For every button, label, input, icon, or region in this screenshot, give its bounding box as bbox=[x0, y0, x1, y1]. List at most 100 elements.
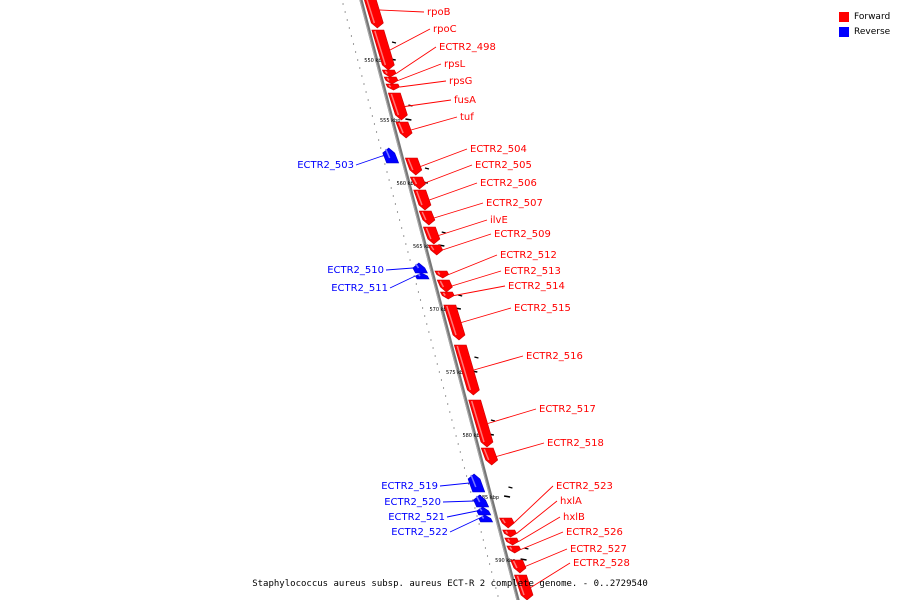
scale-dot bbox=[470, 491, 472, 493]
tick-mark bbox=[503, 495, 511, 498]
gene-ECTR2_522[interactable]: ECTR2_522 bbox=[391, 514, 494, 538]
gene-connector bbox=[513, 485, 554, 524]
gene-arrow bbox=[476, 506, 492, 516]
gene-connector bbox=[525, 548, 568, 567]
gene-connector bbox=[404, 99, 452, 107]
gene-highlight bbox=[439, 280, 445, 288]
scale-dot bbox=[445, 395, 447, 397]
scale-dot bbox=[434, 355, 436, 357]
gene-highlight bbox=[475, 495, 481, 503]
gene-highlight bbox=[512, 560, 518, 569]
gene-connector bbox=[420, 148, 468, 167]
gene-label: ECTR2_511 bbox=[331, 283, 388, 294]
gene-ECTR2_520[interactable]: ECTR2_520 bbox=[384, 494, 490, 508]
tick-label: 590 kbp bbox=[495, 558, 515, 564]
gene-ECTR2_527[interactable]: ECTR2_527 bbox=[510, 544, 627, 574]
gene-rpoB[interactable]: rpoB bbox=[362, 0, 451, 29]
gene-highlight bbox=[446, 305, 457, 336]
tick-label: 555 kbp bbox=[380, 118, 400, 124]
scale-dot bbox=[432, 347, 434, 349]
gene-connector bbox=[448, 254, 498, 275]
scale-dot bbox=[424, 315, 426, 317]
gene-ECTR2_517[interactable]: ECTR2_517 bbox=[468, 399, 596, 448]
gene-ECTR2_521[interactable]: ECTR2_521 bbox=[388, 506, 492, 523]
gene-connector bbox=[429, 182, 478, 201]
gene-ECTR2_504[interactable]: ECTR2_504 bbox=[404, 144, 527, 176]
gene-connector bbox=[389, 275, 416, 289]
gene-highlight bbox=[470, 400, 485, 443]
gene-ECTR2_512[interactable]: ECTR2_512 bbox=[434, 250, 557, 279]
gene-connector bbox=[487, 408, 537, 424]
gene-ECTR2_516[interactable]: ECTR2_516 bbox=[453, 344, 583, 396]
gene-fusA[interactable]: fusA bbox=[387, 92, 476, 121]
gene-arrow bbox=[502, 529, 517, 538]
gene-connector bbox=[399, 80, 447, 88]
scale-dot bbox=[461, 459, 463, 461]
scale-dot bbox=[468, 483, 470, 485]
gene-ECTR2_526[interactable]: ECTR2_526 bbox=[506, 527, 623, 554]
gene-connector bbox=[442, 233, 492, 251]
gene-arrow bbox=[383, 76, 399, 85]
gene-connector bbox=[424, 164, 473, 184]
minor-tick bbox=[508, 486, 513, 489]
gene-rpoC[interactable]: rpoC bbox=[371, 24, 457, 71]
gene-hxlB[interactable]: hxlB bbox=[504, 512, 585, 546]
gene-connector bbox=[442, 500, 475, 503]
gene-ECTR2_523[interactable]: ECTR2_523 bbox=[499, 481, 613, 529]
scale-dot bbox=[403, 235, 405, 237]
gene-label: ECTR2_516 bbox=[526, 351, 583, 362]
gene-highlight bbox=[507, 538, 511, 542]
gene-arrow bbox=[382, 147, 400, 164]
tick-label: 565 kbp bbox=[413, 244, 433, 250]
gene-connector bbox=[438, 219, 488, 236]
gene-rpsL[interactable]: rpsL bbox=[383, 59, 466, 85]
legend: Forward Reverse bbox=[839, 9, 890, 39]
gene-ECTR2_519[interactable]: ECTR2_519 bbox=[381, 473, 486, 493]
gene-highlight bbox=[481, 515, 485, 519]
scale-dot bbox=[352, 43, 355, 45]
gene-connector bbox=[397, 63, 442, 81]
gene-arrow bbox=[415, 272, 430, 280]
gene-ECTR2_503[interactable]: ECTR2_503 bbox=[297, 147, 400, 171]
gene-ECTR2_510[interactable]: ECTR2_510 bbox=[327, 262, 428, 276]
gene-label: tuf bbox=[460, 112, 474, 123]
gene-arrow bbox=[434, 270, 450, 279]
gene-connector bbox=[433, 202, 484, 219]
gene-arrow bbox=[385, 83, 400, 91]
gene-ECTR2_507[interactable]: ECTR2_507 bbox=[418, 198, 543, 226]
gene-ECTR2_514[interactable]: ECTR2_514 bbox=[439, 281, 565, 300]
gene-ECTR2_509[interactable]: ECTR2_509 bbox=[427, 229, 551, 256]
tick-label: 570 kbp bbox=[429, 307, 449, 313]
gene-highlight bbox=[398, 122, 404, 134]
scale-dot bbox=[478, 523, 480, 525]
gene-ECTR2_511[interactable]: ECTR2_511 bbox=[331, 272, 430, 294]
gene-highlight bbox=[437, 271, 441, 275]
legend-reverse: Reverse bbox=[839, 24, 890, 39]
gene-label: ECTR2_514 bbox=[508, 281, 565, 292]
scale-dot bbox=[436, 363, 438, 365]
minor-tick bbox=[441, 231, 446, 234]
gene-label: ECTR2_509 bbox=[494, 229, 551, 240]
scale-dot bbox=[451, 419, 453, 421]
scale-dot bbox=[488, 563, 491, 565]
gene-highlight bbox=[483, 448, 490, 461]
gene-label: hxlB bbox=[563, 512, 585, 523]
gene-ECTR2_513[interactable]: ECTR2_513 bbox=[436, 266, 561, 293]
gene-ECTR2_518[interactable]: ECTR2_518 bbox=[480, 438, 604, 466]
gene-ECTR2_505[interactable]: ECTR2_505 bbox=[409, 160, 532, 190]
gene-tuf[interactable]: tuf bbox=[395, 112, 474, 139]
scale-dot bbox=[457, 443, 459, 445]
gene-ECTR2_506[interactable]: ECTR2_506 bbox=[413, 178, 537, 211]
gene-ilvE[interactable]: ilvE bbox=[422, 215, 508, 245]
gene-highlight bbox=[390, 93, 400, 116]
gene-rpsG[interactable]: rpsG bbox=[385, 76, 472, 91]
gene-ECTR2_515[interactable]: ECTR2_515 bbox=[443, 303, 571, 341]
gene-arrow bbox=[395, 121, 413, 139]
gene-ECTR2_528[interactable]: ECTR2_528 bbox=[514, 558, 630, 600]
scale-dot bbox=[497, 595, 499, 597]
gene-arrow bbox=[499, 517, 515, 529]
gene-ECTR2_498[interactable]: ECTR2_498 bbox=[381, 42, 496, 78]
gene-label: ECTR2_506 bbox=[480, 178, 537, 189]
gene-hxlA[interactable]: hxlA bbox=[502, 496, 582, 538]
